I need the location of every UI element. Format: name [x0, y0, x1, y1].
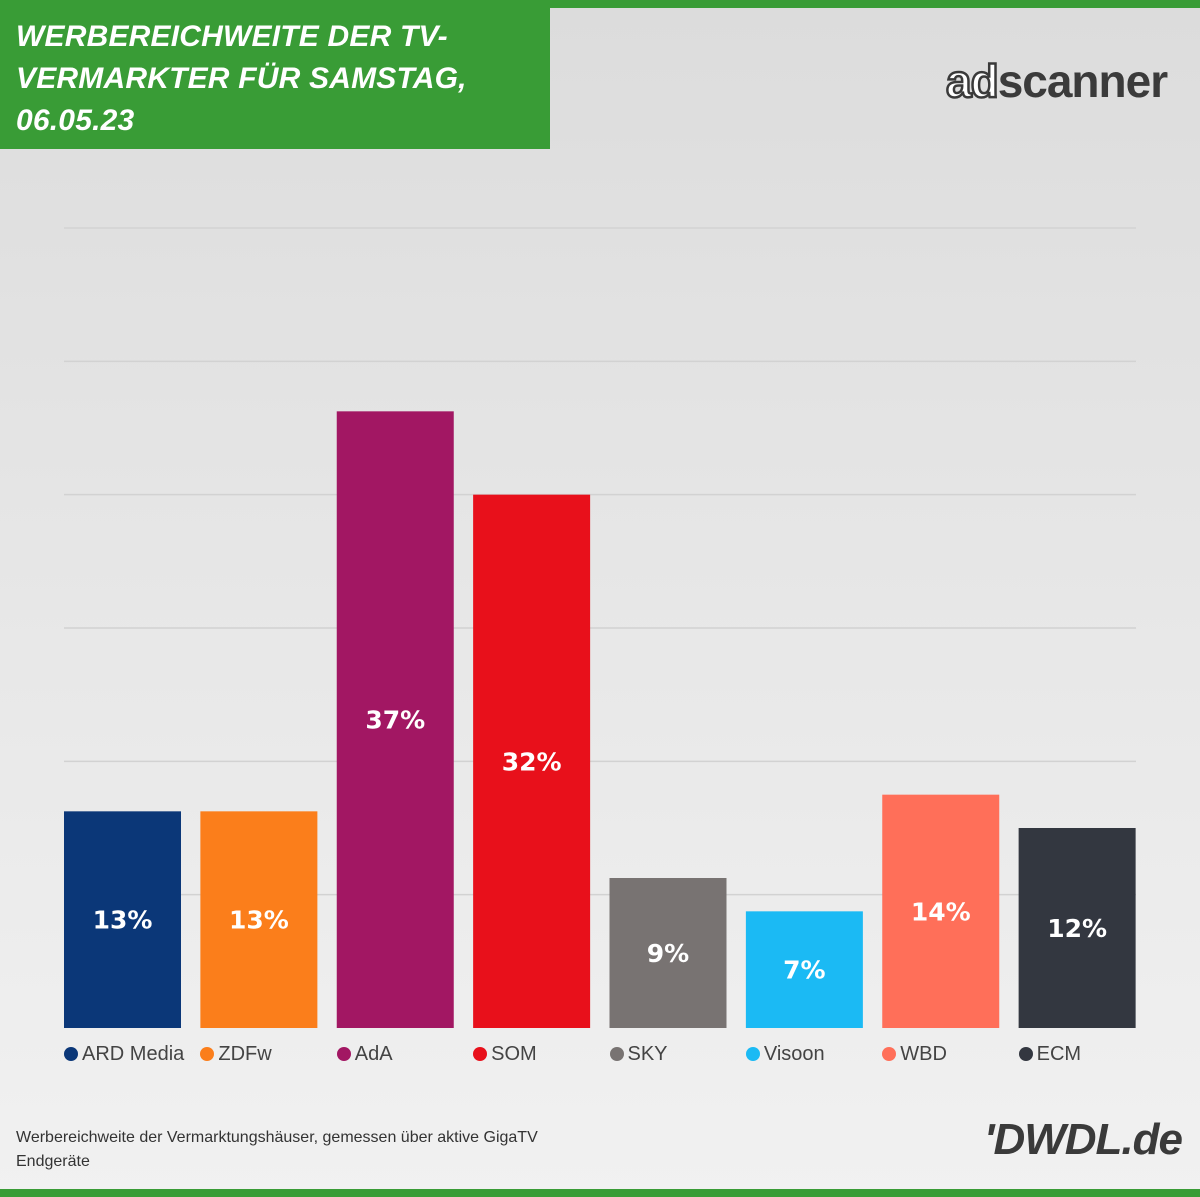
logo-scanner-part: scanner	[997, 55, 1168, 107]
legend-item: ARD Media	[64, 1040, 184, 1068]
legend-item: SOM	[473, 1040, 537, 1068]
legend-item: WBD	[882, 1040, 947, 1068]
dwdl-logo: 'DWDL.de	[984, 1115, 1183, 1164]
value-label: 37%	[365, 706, 425, 735]
value-label: 32%	[502, 747, 562, 776]
value-label: 13%	[229, 906, 289, 935]
legend-dot-icon	[1018, 1047, 1033, 1061]
footnote: Werbereichweite der Vermarktungshäuser, …	[16, 1129, 538, 1170]
value-label: 7%	[783, 956, 825, 985]
legend-dot-icon	[200, 1047, 215, 1061]
legend-item: AdA	[336, 1040, 393, 1068]
legend-label: SKY	[627, 1042, 668, 1065]
legend-label: WBD	[900, 1042, 947, 1065]
legend-label: Visoon	[763, 1042, 825, 1065]
legend-label: AdA	[354, 1042, 393, 1065]
legend-dot-icon	[64, 1047, 78, 1061]
legend-dot-icon	[336, 1047, 351, 1061]
bar-chart: 13% 13% 37% 32% 9% 7% 14% 12%	[64, 227, 1136, 1029]
bottom-accent-strip	[0, 1189, 1200, 1197]
adscanner-logo: adscanner	[945, 55, 1168, 108]
logo-ad-part: ad	[945, 55, 1000, 108]
bar-ard-media	[64, 811, 181, 1028]
top-accent-strip	[0, 0, 1200, 8]
legend-dot-icon	[745, 1047, 760, 1061]
value-label: 13%	[93, 906, 153, 935]
legend-label: SOM	[491, 1042, 537, 1065]
legend-item: ECM	[1018, 1040, 1082, 1068]
legend-dot-icon	[882, 1047, 897, 1061]
legend-label: ZDFw	[218, 1042, 272, 1065]
bars	[64, 411, 1136, 1029]
legend-item: Visoon	[745, 1040, 825, 1068]
legend-label: ARD Media	[82, 1042, 185, 1065]
bar-som	[473, 494, 591, 1029]
legend-label: ECM	[1036, 1042, 1082, 1065]
value-label: 9%	[647, 939, 689, 968]
legend-dot-icon	[609, 1047, 624, 1061]
legend-item: ZDFw	[200, 1040, 272, 1068]
value-label: 12%	[1047, 914, 1107, 943]
legend-item: SKY	[609, 1040, 668, 1068]
chart-title: WERBEREICHWEITE DER TV- VERMARKTER FÜR S…	[16, 20, 467, 137]
bar-wbd	[882, 794, 1000, 1028]
legend: ARD Media ZDFw AdA SOM SKY Visoon WBD ECM	[0, 1040, 1200, 1070]
title-banner: WERBEREICHWEITE DER TV- VERMARKTER FÜR S…	[0, 0, 550, 149]
value-label: 14%	[911, 897, 971, 926]
bar-ada	[336, 411, 454, 1028]
bar-value-labels: 13% 13% 37% 32% 9% 7% 14% 12%	[93, 706, 1107, 985]
bar-ecm	[1018, 828, 1136, 1028]
bar-visoon	[745, 911, 863, 1028]
bar-zdfw	[200, 811, 318, 1028]
bar-sky	[609, 878, 727, 1028]
legend-dot-icon	[473, 1047, 488, 1061]
